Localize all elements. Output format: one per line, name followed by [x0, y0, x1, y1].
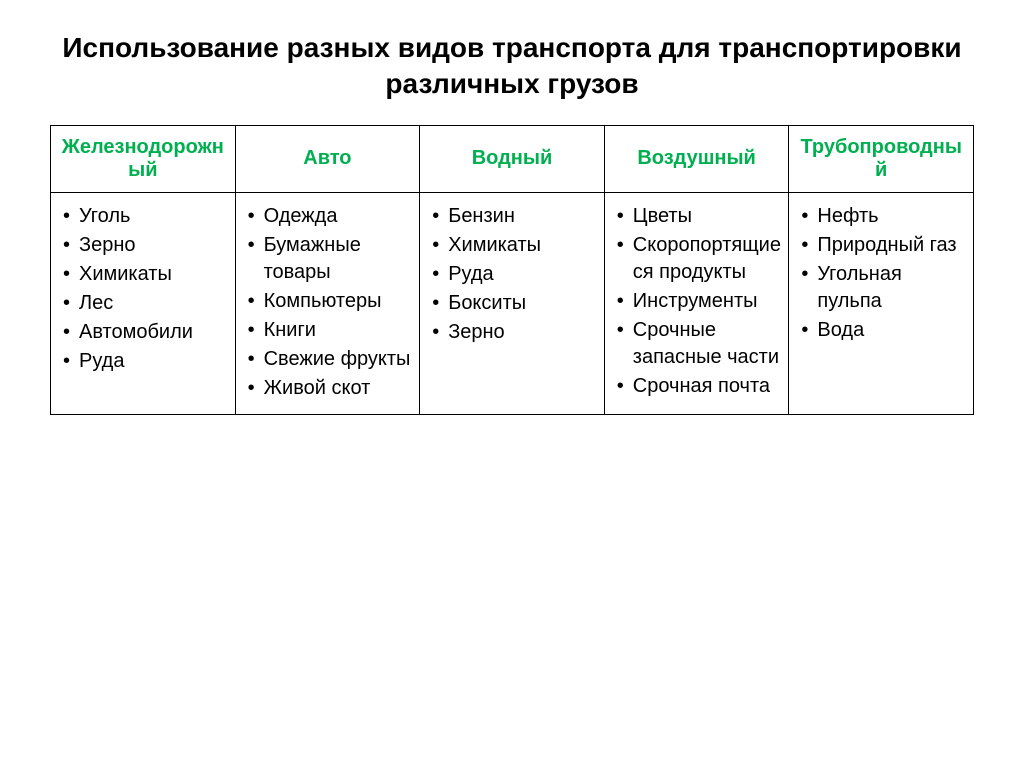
list-item: Зерно — [57, 232, 229, 259]
col-header-rail: Железнодорожный — [51, 125, 236, 192]
cell-auto: Одежда Бумажные товары Компьютеры Книги … — [235, 192, 420, 414]
page-title: Использование разных видов транспорта дл… — [50, 30, 974, 103]
list-pipeline: Нефть Природный газ Угольная пульпа Вода — [795, 203, 967, 344]
list-item: Природный газ — [795, 232, 967, 259]
list-auto: Одежда Бумажные товары Компьютеры Книги … — [242, 203, 414, 402]
col-header-pipeline: Трубопроводный — [789, 125, 974, 192]
list-item: Живой скот — [242, 375, 414, 402]
list-item: Бензин — [426, 203, 598, 230]
col-header-auto: Авто — [235, 125, 420, 192]
list-item: Уголь — [57, 203, 229, 230]
list-item: Книги — [242, 317, 414, 344]
table-header-row: Железнодорожный Авто Водный Воздушный Тр… — [51, 125, 974, 192]
list-item: Бокситы — [426, 290, 598, 317]
cell-rail: Уголь Зерно Химикаты Лес Автомобили Руда — [51, 192, 236, 414]
col-header-air: Воздушный — [604, 125, 789, 192]
list-item: Скоропортящиеся продукты — [611, 232, 783, 286]
list-item: Компьютеры — [242, 288, 414, 315]
list-rail: Уголь Зерно Химикаты Лес Автомобили Руда — [57, 203, 229, 375]
list-item: Руда — [426, 261, 598, 288]
cell-water: Бензин Химикаты Руда Бокситы Зерно — [420, 192, 605, 414]
cell-pipeline: Нефть Природный газ Угольная пульпа Вода — [789, 192, 974, 414]
list-item: Угольная пульпа — [795, 261, 967, 315]
list-item: Руда — [57, 348, 229, 375]
list-item: Лес — [57, 290, 229, 317]
cell-air: Цветы Скоропортящиеся продукты Инструмен… — [604, 192, 789, 414]
transport-table: Железнодорожный Авто Водный Воздушный Тр… — [50, 125, 974, 415]
list-item: Зерно — [426, 319, 598, 346]
list-item: Бумажные товары — [242, 232, 414, 286]
list-water: Бензин Химикаты Руда Бокситы Зерно — [426, 203, 598, 346]
list-item: Вода — [795, 317, 967, 344]
col-header-water: Водный — [420, 125, 605, 192]
list-item: Одежда — [242, 203, 414, 230]
table-row: Уголь Зерно Химикаты Лес Автомобили Руда… — [51, 192, 974, 414]
list-item: Химикаты — [57, 261, 229, 288]
list-item: Срочная почта — [611, 373, 783, 400]
list-item: Автомобили — [57, 319, 229, 346]
list-item: Свежие фрукты — [242, 346, 414, 373]
list-air: Цветы Скоропортящиеся продукты Инструмен… — [611, 203, 783, 400]
list-item: Инструменты — [611, 288, 783, 315]
list-item: Цветы — [611, 203, 783, 230]
list-item: Срочные запасные части — [611, 317, 783, 371]
list-item: Нефть — [795, 203, 967, 230]
list-item: Химикаты — [426, 232, 598, 259]
